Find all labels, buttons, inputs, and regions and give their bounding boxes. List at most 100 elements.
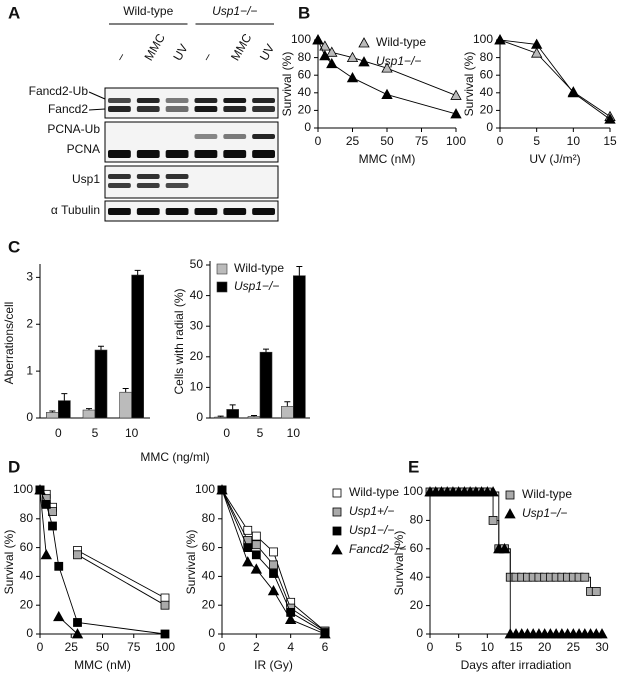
x-tick-label: 0 [37, 640, 44, 654]
x-tick-label: 2 [253, 640, 260, 654]
marker [216, 484, 228, 495]
y-axis-label: Cells with radial (%) [172, 288, 186, 394]
marker [331, 544, 343, 555]
x-tick-label: 0 [219, 640, 226, 654]
marker [381, 62, 393, 73]
blot-band [136, 183, 160, 188]
lane-label: – [199, 50, 215, 63]
x-tick-label: 0 [55, 426, 62, 440]
band-label: Fancd2 [48, 102, 88, 116]
y-tick-label: 100 [291, 32, 311, 46]
legend-swatch [216, 281, 228, 293]
error-bar [284, 401, 291, 407]
marker [580, 572, 590, 582]
y-axis-label: Survival (%) [462, 52, 476, 117]
blot-frame [104, 200, 279, 222]
marker [269, 569, 278, 578]
lane-label: MMC [228, 31, 255, 63]
band-label: PCNA [67, 142, 100, 156]
lane-label: UV [257, 42, 277, 63]
bar [247, 416, 261, 419]
marker [34, 484, 46, 495]
x-tick-label: 15 [603, 134, 617, 148]
marker [332, 526, 342, 536]
marker [284, 613, 297, 624]
y-axis-label: Survival (%) [2, 530, 16, 595]
y-tick-label: 80 [410, 513, 424, 527]
blot-band [136, 174, 160, 179]
marker [604, 113, 616, 124]
error-bar [49, 410, 56, 413]
marker [269, 560, 278, 570]
x-tick-label: 20 [538, 640, 552, 654]
blot-band [165, 208, 189, 215]
y-tick-label: 20 [480, 103, 494, 117]
blot-frame [104, 121, 279, 163]
marker [54, 561, 64, 571]
marker [381, 88, 393, 99]
marker [332, 488, 342, 498]
blot-band [108, 150, 131, 158]
series-line [499, 39, 611, 117]
blot-band [194, 106, 218, 112]
y-axis-label: Aberrations/cell [2, 302, 16, 385]
y-tick-label: 80 [20, 511, 34, 525]
marker [251, 531, 261, 541]
marker [250, 563, 263, 574]
blot-band [108, 106, 131, 112]
legend-label: Usp1−/− [349, 523, 394, 537]
lane-label: MMC [141, 31, 168, 63]
series-line [221, 489, 326, 632]
band-pointer [88, 91, 106, 100]
blot-band [223, 150, 247, 158]
y-tick-label: 100 [403, 484, 423, 498]
blot-band [108, 174, 131, 179]
x-tick-label: 10 [125, 426, 139, 440]
x-tick-label: 50 [96, 640, 110, 654]
x-tick-label: 50 [380, 134, 394, 148]
y-tick-label: 80 [480, 50, 494, 64]
x-tick-label: 100 [446, 134, 466, 148]
error-bar [263, 348, 269, 353]
blot-band [252, 150, 275, 158]
marker [251, 550, 261, 560]
y-tick-label: 20 [20, 597, 34, 611]
marker [450, 89, 462, 100]
blot-band [136, 106, 160, 112]
marker [319, 628, 331, 639]
x-tick-label: 15 [509, 640, 523, 654]
y-tick-label: 100 [473, 32, 493, 46]
blot-band [165, 174, 189, 179]
x-tick-label: 5 [92, 426, 99, 440]
marker [567, 86, 580, 98]
error-bar [251, 415, 257, 417]
x-tick-label: 25 [65, 640, 79, 654]
marker [450, 108, 462, 119]
legend-label: Usp1−/− [376, 54, 421, 68]
marker [53, 610, 65, 622]
marker [41, 499, 51, 509]
marker [488, 516, 498, 525]
marker [48, 521, 57, 531]
x-tick-label: 6 [322, 640, 329, 654]
marker [319, 50, 331, 61]
bar [94, 349, 108, 419]
y-tick-label: 40 [20, 569, 34, 583]
marker [243, 543, 253, 552]
blot-band [165, 106, 189, 112]
y-tick-label: 60 [20, 540, 34, 554]
blot-band [194, 150, 218, 158]
blot-band [108, 208, 131, 215]
legend-label: Fancd2−/− [349, 542, 406, 556]
y-tick-label: 0 [26, 410, 33, 424]
marker [487, 486, 499, 497]
x-tick-label: 4 [287, 640, 294, 654]
lane-label: UV [170, 42, 190, 63]
x-tick-label: 10 [287, 426, 301, 440]
x-tick-label: 0 [427, 640, 434, 654]
legend-label: Usp1−/− [234, 279, 279, 293]
series-line [317, 39, 457, 115]
error-bar [134, 269, 141, 276]
y-tick-label: 80 [298, 50, 312, 64]
y-tick-label: 60 [410, 541, 424, 555]
